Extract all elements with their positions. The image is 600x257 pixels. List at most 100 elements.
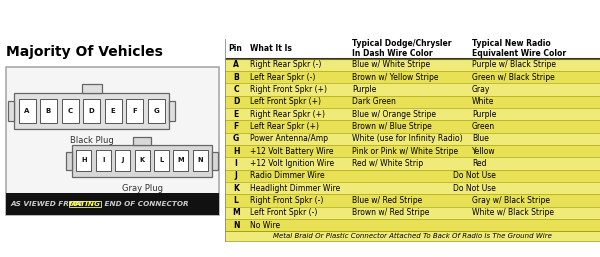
Text: Pink or Pink w/ White Stripe: Pink or Pink w/ White Stripe — [352, 146, 458, 155]
Bar — [225, 231, 600, 241]
Bar — [225, 96, 600, 108]
Text: I: I — [102, 157, 104, 163]
Text: Left Rear Spkr (-): Left Rear Spkr (-) — [250, 73, 316, 82]
Text: Blue w/ Red Stripe: Blue w/ Red Stripe — [352, 196, 422, 205]
Text: Red w/ White Strip: Red w/ White Strip — [352, 159, 423, 168]
Bar — [193, 150, 208, 171]
Bar — [6, 193, 219, 215]
Bar — [212, 152, 218, 170]
Text: C: C — [67, 108, 73, 114]
Text: L: L — [233, 196, 238, 205]
Bar — [40, 99, 57, 123]
Text: Dark Green: Dark Green — [352, 97, 396, 106]
Text: +12 Volt Ignition Wire: +12 Volt Ignition Wire — [250, 159, 334, 168]
Bar — [225, 182, 600, 194]
Text: Gray: Gray — [472, 85, 490, 94]
Text: E: E — [110, 108, 115, 114]
Bar — [225, 39, 600, 59]
Bar — [8, 101, 14, 121]
Bar — [225, 120, 600, 133]
Bar — [6, 67, 219, 215]
Bar — [225, 83, 600, 96]
Text: Left Front Spkr (-): Left Front Spkr (-) — [250, 208, 317, 217]
Bar — [169, 101, 175, 121]
Bar — [96, 150, 111, 171]
Bar — [225, 219, 600, 231]
Bar — [115, 150, 130, 171]
Text: D: D — [89, 108, 94, 114]
Text: N: N — [233, 221, 239, 230]
Text: F: F — [233, 122, 239, 131]
Text: Purple: Purple — [352, 85, 376, 94]
Text: K: K — [139, 157, 145, 163]
Text: Chrysler-Dodge Radio Wire Harnesses: Chrysler-Dodge Radio Wire Harnesses — [7, 8, 425, 27]
Text: No Wire: No Wire — [250, 221, 280, 230]
Text: Green: Green — [472, 122, 495, 131]
Bar — [66, 152, 72, 170]
Text: What It Is: What It Is — [250, 44, 292, 53]
Bar — [62, 99, 79, 123]
Text: AS VIEWED FROM: AS VIEWED FROM — [10, 201, 85, 207]
Bar — [133, 137, 151, 145]
Text: END OF CONNECTOR: END OF CONNECTOR — [102, 201, 188, 207]
Text: H: H — [233, 146, 239, 155]
Text: In Dash Wire Color: In Dash Wire Color — [352, 49, 433, 58]
Text: G: G — [153, 108, 159, 114]
Text: Right Rear Spkr (+): Right Rear Spkr (+) — [250, 110, 325, 119]
Text: K: K — [233, 183, 239, 192]
Bar — [76, 150, 91, 171]
Text: Brown w/ Yellow Stripe: Brown w/ Yellow Stripe — [352, 73, 439, 82]
Text: Right Front Spkr (+): Right Front Spkr (+) — [250, 85, 327, 94]
Bar — [225, 145, 600, 157]
Bar — [225, 157, 600, 170]
Text: Majority Of Vehicles: Majority Of Vehicles — [6, 45, 163, 59]
Bar — [225, 170, 600, 182]
Bar — [154, 150, 169, 171]
Text: Typical New Radio: Typical New Radio — [472, 39, 551, 48]
Text: Brown w/ Blue Stripe: Brown w/ Blue Stripe — [352, 122, 432, 131]
Text: G: G — [233, 134, 239, 143]
Text: Right Rear Spkr (-): Right Rear Spkr (-) — [250, 60, 322, 69]
Text: F: F — [132, 108, 137, 114]
Bar — [225, 108, 600, 120]
Text: H: H — [81, 157, 86, 163]
Text: Radio Dimmer Wire: Radio Dimmer Wire — [250, 171, 325, 180]
Text: B: B — [233, 73, 239, 82]
Bar — [225, 133, 600, 145]
Text: M: M — [178, 157, 184, 163]
Text: Yellow: Yellow — [472, 146, 496, 155]
Bar — [173, 150, 188, 171]
Bar — [14, 93, 169, 129]
Bar — [225, 207, 600, 219]
Text: N: N — [197, 157, 203, 163]
Text: Pin: Pin — [228, 44, 242, 53]
Bar — [83, 99, 100, 123]
Text: Blue w/ White Stripe: Blue w/ White Stripe — [352, 60, 430, 69]
Text: Purple: Purple — [472, 110, 496, 119]
Text: Green w/ Black Stripe: Green w/ Black Stripe — [472, 73, 555, 82]
Text: Brown w/ Red Stripe: Brown w/ Red Stripe — [352, 208, 430, 217]
Bar — [104, 99, 121, 123]
Text: Equivalent Wire Color: Equivalent Wire Color — [472, 49, 566, 58]
Text: J: J — [121, 157, 124, 163]
Text: Blue: Blue — [472, 134, 489, 143]
Bar — [225, 194, 600, 207]
Text: Left Front Spkr (+): Left Front Spkr (+) — [250, 97, 321, 106]
Text: Purple w/ Black Stripe: Purple w/ Black Stripe — [472, 60, 556, 69]
Bar — [148, 99, 164, 123]
Text: Left Rear Spkr (+): Left Rear Spkr (+) — [250, 122, 319, 131]
Text: A: A — [233, 60, 239, 69]
Text: E: E — [233, 110, 239, 119]
Text: White (use for Infinity Radio): White (use for Infinity Radio) — [352, 134, 463, 143]
Text: L: L — [159, 157, 163, 163]
Text: C: C — [233, 85, 239, 94]
Text: MATING: MATING — [69, 201, 101, 207]
Bar — [72, 145, 212, 177]
Text: Headlight Dimmer Wire: Headlight Dimmer Wire — [250, 183, 340, 192]
Text: A: A — [25, 108, 29, 114]
Text: White: White — [472, 97, 494, 106]
Bar — [82, 84, 101, 93]
Text: I: I — [235, 159, 238, 168]
Text: Do Not Use: Do Not Use — [453, 171, 496, 180]
Text: Gray w/ Black Stripe: Gray w/ Black Stripe — [472, 196, 550, 205]
